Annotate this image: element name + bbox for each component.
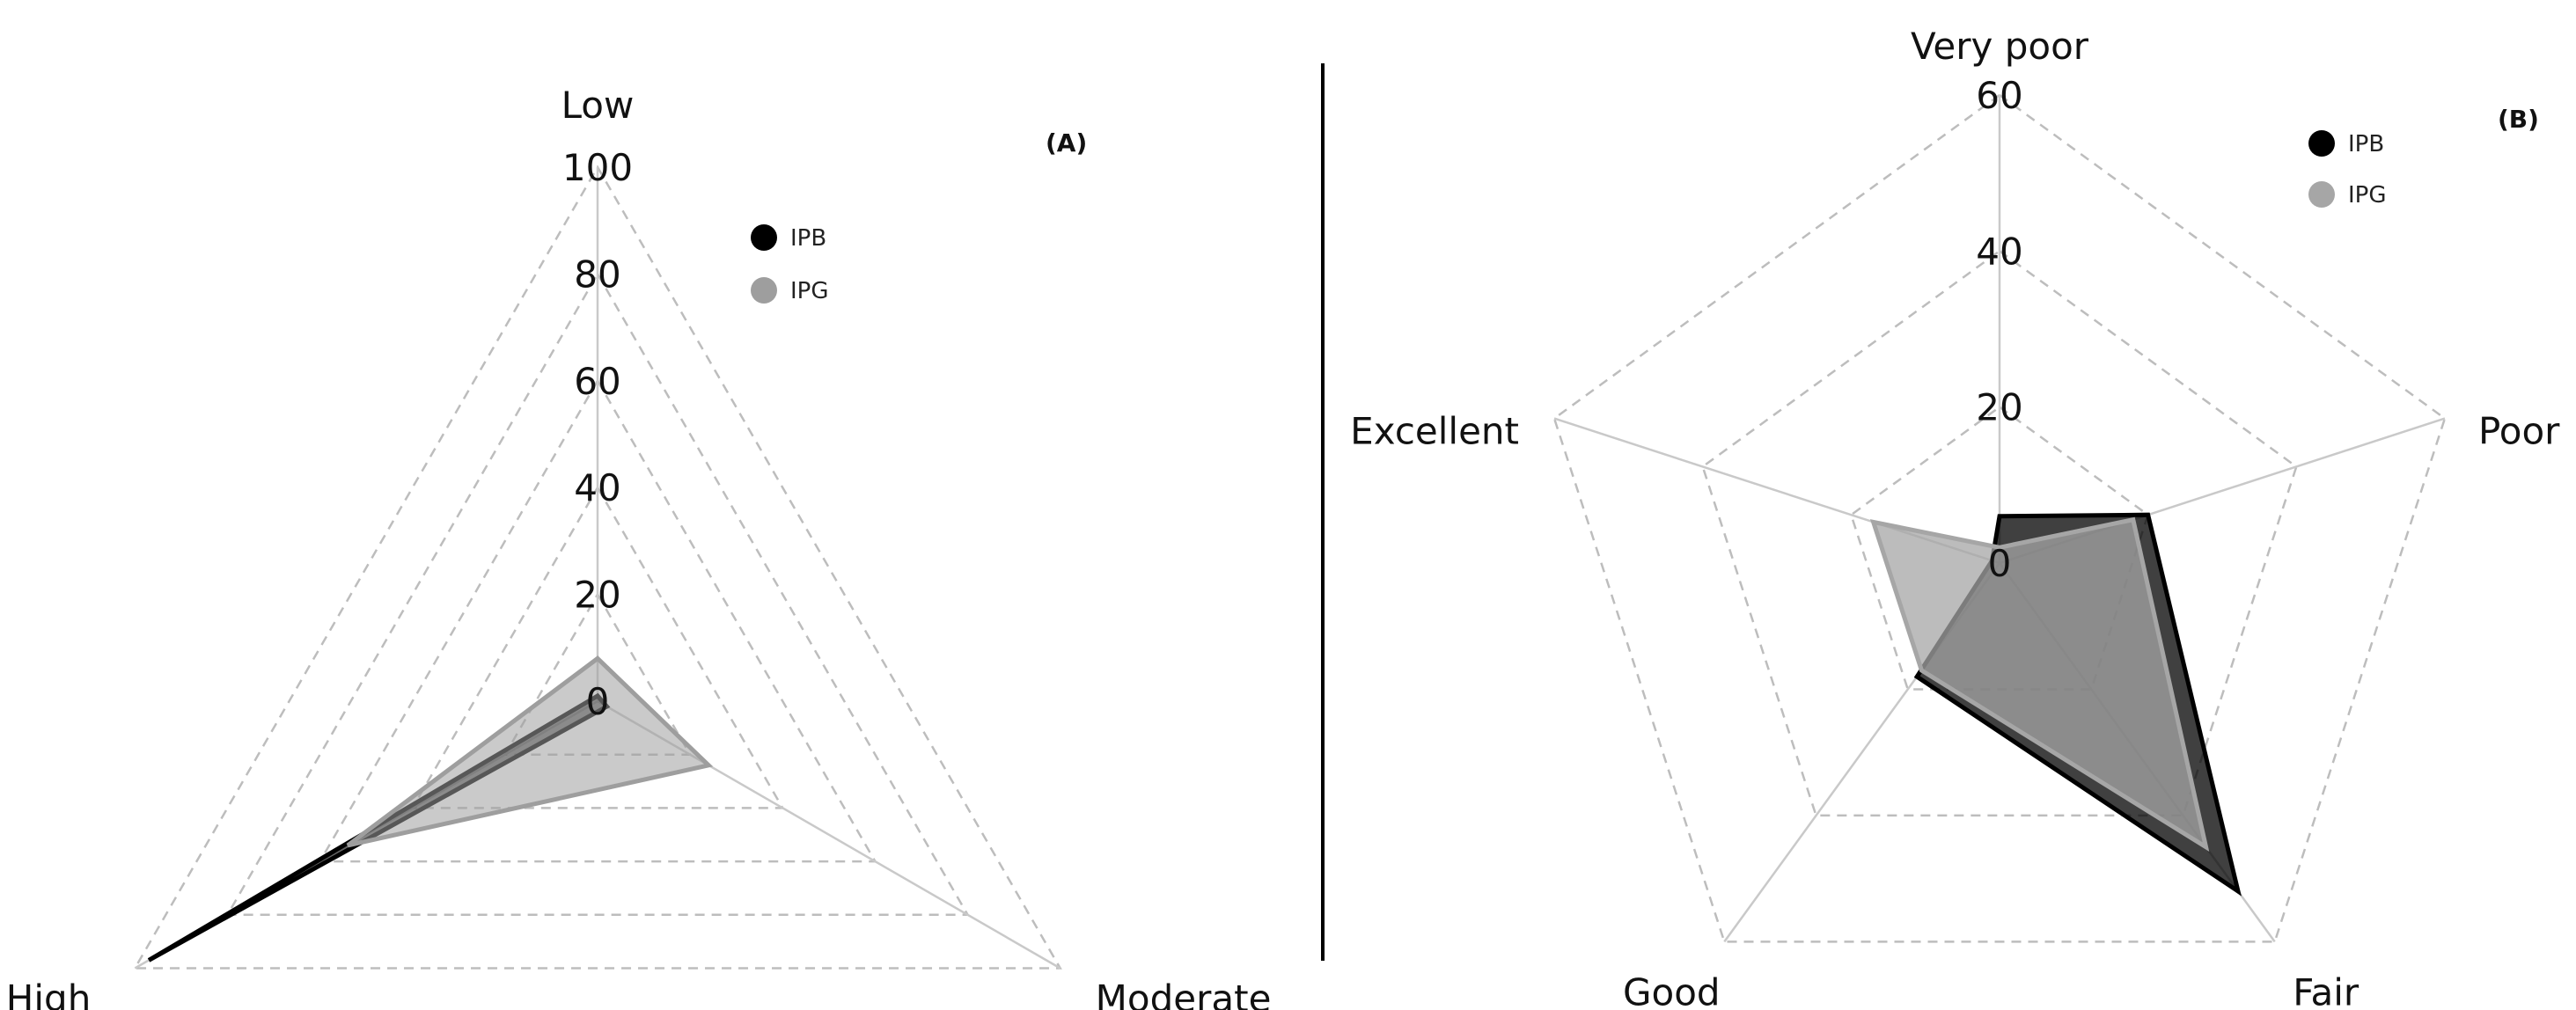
grid-ring-60 xyxy=(318,378,877,863)
radar-b-series xyxy=(1869,512,2242,897)
grid-ring-60 xyxy=(1552,93,2447,943)
grid-ring-80 xyxy=(225,271,970,917)
radial-tick-label: 80 xyxy=(574,252,620,296)
axis-label-very-poor: Very poor xyxy=(1911,25,2089,68)
radar-a-axis-labels: Low Moderate High xyxy=(6,84,1272,1010)
legend-swatch-ipg xyxy=(2308,181,2335,208)
radial-tick-label: 40 xyxy=(1976,230,2022,273)
panel-label-a: (A) xyxy=(1046,128,1087,157)
radar-a-tick-labels: 0 20 40 60 80 100 xyxy=(562,146,633,723)
series-ipg-area xyxy=(346,655,714,848)
axis-label-fair: Fair xyxy=(2293,970,2359,1010)
grid-ring-40 xyxy=(1701,249,2298,817)
series-ipg-area xyxy=(1869,516,2210,853)
radial-tick-label: 100 xyxy=(562,146,633,189)
radial-tick-label: 20 xyxy=(574,574,620,617)
axis-label-low: Low xyxy=(561,84,635,127)
axis-label-poor: Poor xyxy=(2478,410,2560,453)
radar-chart-b: (B) 0 20 40 60 Very poor Poor Fair Good Excelle… xyxy=(1350,25,2560,1010)
legend-swatch-ipb xyxy=(751,224,777,251)
axis-label-good: Good xyxy=(1623,970,1721,1010)
legend-label-ipb: IPB xyxy=(2348,131,2384,157)
axis-label-high: High xyxy=(6,977,92,1010)
radial-tick-label: 0 xyxy=(586,680,610,723)
radial-tick-label: 20 xyxy=(1976,386,2022,429)
radial-tick-label: 40 xyxy=(574,466,620,509)
grid-ring-40 xyxy=(410,485,785,809)
radar-b-legend: IPB IPG xyxy=(2308,130,2387,209)
radial-tick-label: 60 xyxy=(574,360,620,403)
axis-label-excellent: Excellent xyxy=(1350,410,1519,453)
legend-swatch-ipg xyxy=(751,277,777,304)
radar-a-series xyxy=(147,655,714,962)
radar-a-legend: IPB IPG xyxy=(751,224,829,304)
legend-label-ipg: IPG xyxy=(790,278,829,304)
radial-tick-label: 0 xyxy=(1988,542,2012,585)
radial-tick-label: 60 xyxy=(1976,74,2022,117)
legend-label-ipb: IPB xyxy=(790,225,826,252)
legend-swatch-ipb xyxy=(2308,130,2335,157)
radar-b-axis-labels: Very poor Poor Fair Good Excellent xyxy=(1350,25,2560,1010)
legend-label-ipg: IPG xyxy=(2348,182,2387,209)
axis-label-moderate: Moderate xyxy=(1096,977,1272,1010)
radar-a-grid xyxy=(133,165,1062,970)
panel-label-b: (B) xyxy=(2498,105,2539,134)
grid-ring-20 xyxy=(503,592,693,756)
radar-chart-a: (A) 0 20 40 60 80 100 Low Moderate High IPB IPG xyxy=(6,84,1272,1010)
radar-b-tick-labels: 0 20 40 60 xyxy=(1976,74,2022,585)
grid-ring-100 xyxy=(133,165,1062,970)
